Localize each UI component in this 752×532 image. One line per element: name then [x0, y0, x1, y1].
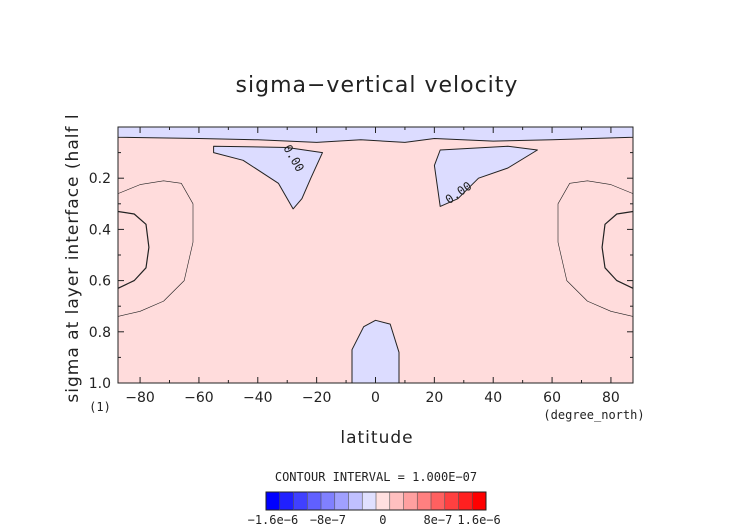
y-tick-label: 0.8: [89, 325, 111, 341]
negative-region-equator-lower: [351, 319, 400, 384]
colorbar-swatch: [431, 492, 446, 510]
contour-south-thick: [117, 210, 150, 289]
y-tick-label: 1.0: [89, 376, 111, 392]
colorbar-swatch: [458, 492, 473, 510]
x-tick-label: 60: [543, 390, 561, 406]
contour-south-thin: [117, 180, 194, 317]
extra-contours: [117, 180, 634, 317]
colorbar-swatch: [376, 492, 391, 510]
colorbar-tick-label: −1.6e−6: [248, 513, 299, 527]
colorbar-swatch: [389, 492, 404, 510]
colorbar-swatch: [403, 492, 418, 510]
colorbar-swatch: [334, 492, 349, 510]
negative-region-south-upper: [213, 145, 323, 210]
colorbar-swatch: [293, 492, 308, 510]
colorbar: −1.6e−6 −8e−7 0 8e−7 1.6e−6: [248, 491, 501, 527]
y-tick-label: 0.2: [89, 171, 111, 187]
colorbar-swatch: [362, 492, 377, 510]
colorbar-swatch: [444, 492, 459, 510]
colorbar-tick-label: 1.6e−6: [457, 513, 500, 527]
x-axis-unit: (degree_north): [543, 408, 644, 422]
colorbar-tick-label: 0: [379, 513, 386, 527]
colorbar-swatch: [417, 492, 432, 510]
y-tick-label: 0.4: [89, 222, 111, 238]
colorbar-swatch: [321, 492, 336, 510]
contour-north-thick: [601, 210, 634, 289]
contour-interval-label: CONTOUR INTERVAL = 1.000E−07: [275, 470, 477, 484]
y-axis-label: sigma at layer interface (half l: [63, 113, 83, 402]
plot-area: 0.000.00: [117, 126, 634, 384]
x-tick-label: 0: [371, 390, 380, 406]
negative-region-north-upper: [433, 145, 538, 207]
colorbar-tick-label: 8e−7: [423, 513, 452, 527]
x-tick-label: −60: [184, 390, 214, 406]
contour-north-thin: [557, 180, 634, 317]
x-axis-label: latitude: [340, 428, 413, 448]
colorbar-tick-label: −8e−7: [310, 513, 346, 527]
chart-title: sigma−vertical velocity: [236, 73, 519, 98]
colorbar-swatch: [307, 492, 322, 510]
y-axis: 0.2 0.4 0.6 0.8 1.0: [89, 152, 633, 392]
colorbar-swatch: [348, 492, 363, 510]
x-tick-label: −80: [125, 390, 155, 406]
x-tick-label: −40: [243, 390, 273, 406]
colorbar-swatch: [279, 492, 294, 510]
y-axis-unit: (1): [89, 400, 111, 414]
x-tick-label: 40: [484, 390, 502, 406]
x-axis: −80 −60 −40 −20 0 20 40 60 80: [125, 127, 620, 406]
x-tick-label: −20: [302, 390, 332, 406]
x-tick-label: 80: [602, 390, 620, 406]
colorbar-swatch: [472, 492, 487, 510]
colorbar-swatch: [266, 492, 281, 510]
negative-regions: [117, 126, 634, 384]
x-tick-label: 20: [425, 390, 443, 406]
y-tick-label: 0.6: [89, 274, 111, 290]
